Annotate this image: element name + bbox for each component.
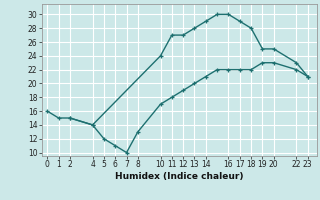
X-axis label: Humidex (Indice chaleur): Humidex (Indice chaleur) [115, 172, 244, 181]
